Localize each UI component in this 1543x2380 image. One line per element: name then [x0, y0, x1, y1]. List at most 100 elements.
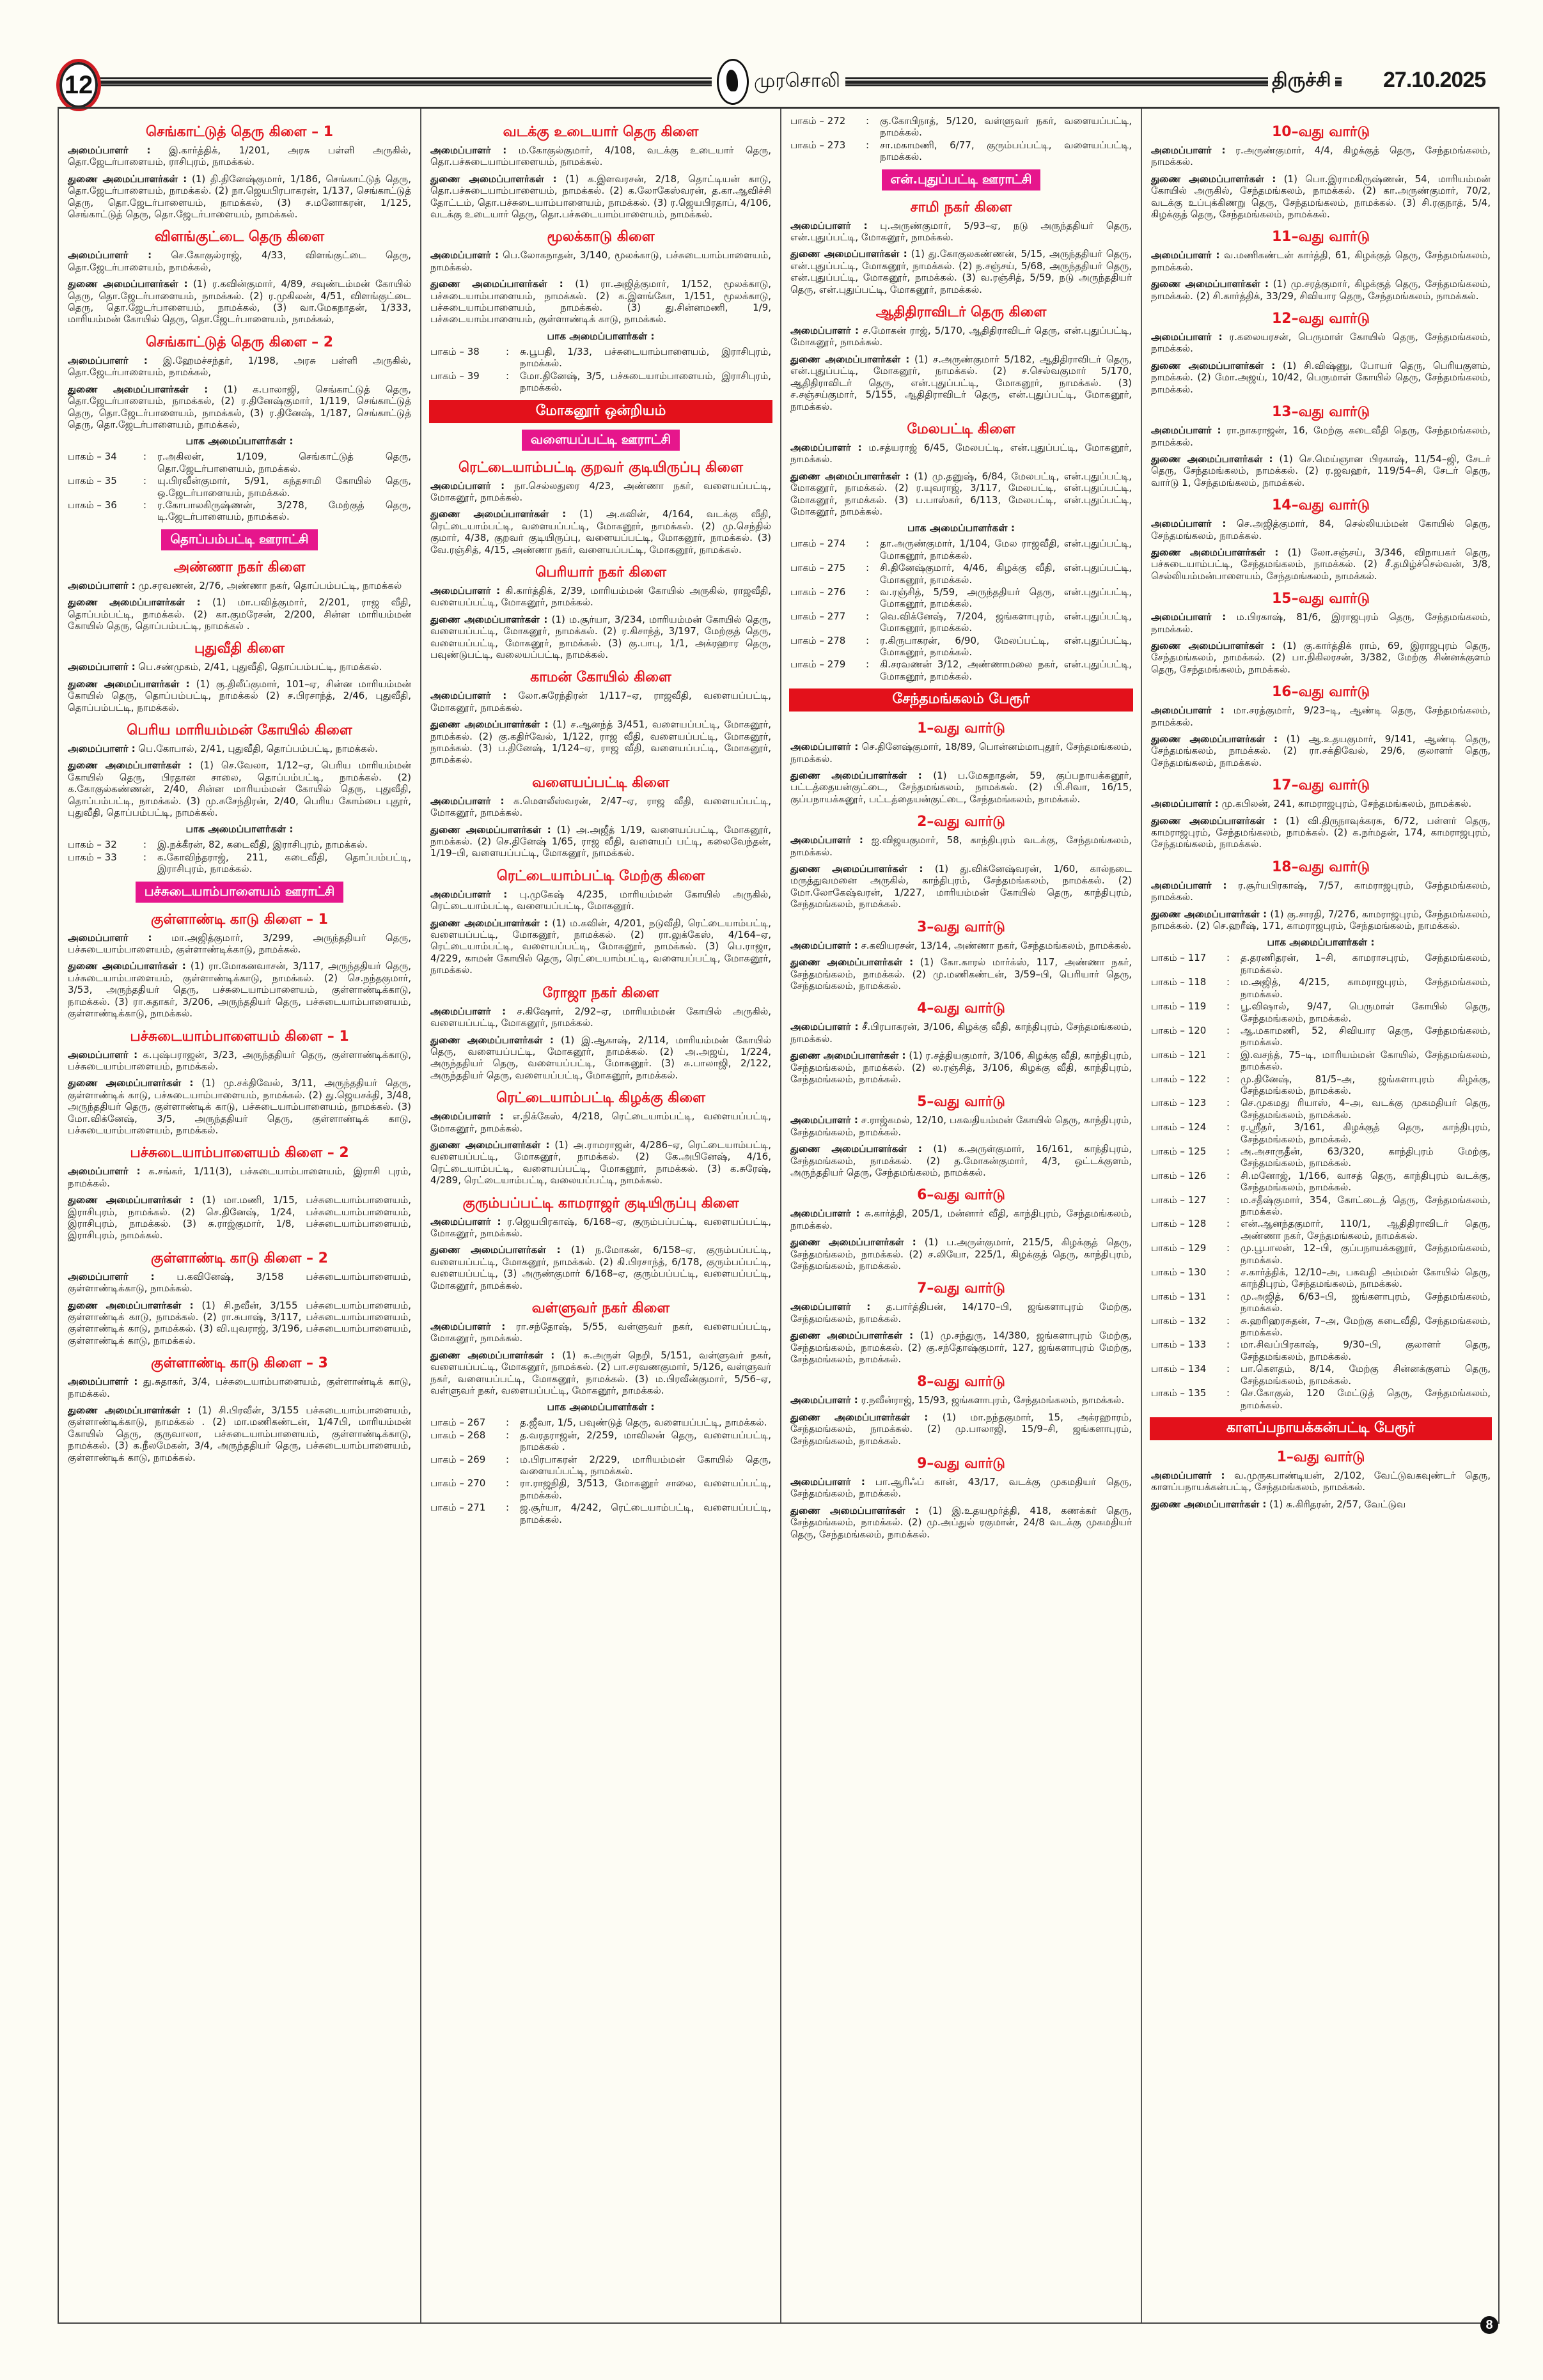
- entry-text: ரா.சந்தோஷ், 5/55, வள்ளுவர் நகர், வளையப்ப…: [430, 1321, 771, 1344]
- booth-number: பாகம் – 273: [790, 139, 846, 151]
- branch-heading: 18–வது வார்டு: [1271, 859, 1370, 875]
- deputy-organizers-entry: துணை அமைப்பாளர்கள் : (1) மு.தனுஷ், 6/84,…: [790, 471, 1132, 518]
- booth-colon: :: [866, 610, 870, 622]
- entry-text: க.புஷ்பராஜன், 3/23, அருந்ததியர் தெரு, கு…: [68, 1048, 411, 1072]
- entry-label: அமைப்பாளர் :: [430, 888, 508, 900]
- entry-text: (1) க.பாலாஜி, செங்காட்டுத் தெரு, தொ.ஜேடர…: [68, 383, 411, 430]
- entry-label: அமைப்பாளர் :: [790, 741, 859, 753]
- organizer-entry: அமைப்பாளர் : ரா.சந்தோஷ், 5/55, வள்ளுவர் …: [430, 1321, 771, 1344]
- booth-number: பாகம் – 38: [430, 345, 480, 357]
- booth-organizer: ம.அஜித், 4/215, காமராஜபுரம், சேந்தமங்கலம…: [1241, 976, 1491, 1000]
- entry-text: செ.கோகுல்ராஜ், 4/33, விளங்குட்டை தெரு, த…: [68, 249, 411, 273]
- booth-number: பாகம் – 134: [1151, 1363, 1207, 1375]
- entry-text: (1) தி.தினேஷ்குமார், 1/186, செங்காட்டுத்…: [68, 173, 411, 221]
- booth-organizer: மு.அஜித், 6/63–பி, ஜங்களாபுரம், சேந்தமங்…: [1241, 1290, 1491, 1314]
- booth-organizer: சா.மகாமணி, 6/77, குரும்பப்பட்டி, வளையப்ப…: [880, 139, 1132, 163]
- booth-number: பாகம் – 272: [790, 115, 846, 127]
- booth-row: பாகம் – 270: ரா.ராஜநிதி, 3/513, மோகனூர் ச…: [430, 1477, 771, 1501]
- branch-heading: காமன் கோயில் கிளை: [530, 669, 671, 686]
- organizer-entry: அமைப்பாளர் : ஐ.விஜயகுமார், 58, காந்திபுர…: [790, 834, 1132, 858]
- booth-colon: :: [1226, 1121, 1230, 1133]
- booth-number: பாகம் – 122: [1151, 1073, 1207, 1085]
- booth-number: பாகம் – 36: [68, 499, 117, 511]
- organizer-entry: அமைப்பாளர் : ர.கலையரசன், பெருமாள் கோயில்…: [1151, 331, 1491, 355]
- booth-number: பாகம் – 277: [790, 610, 846, 622]
- booth-organizer: மா.சிவப்பிரகாஷ், 9/30–பி, குலாளர் தெரு, …: [1241, 1339, 1491, 1362]
- deputy-organizers-entry: துணை அமைப்பாளர்கள் : (1) அ.அஜீத் 1/19, வ…: [430, 824, 771, 859]
- organizer-entry: அமைப்பாளர் : மு.கபிலன், 241, காமராஜபுரம்…: [1151, 798, 1491, 809]
- entry-text: க.மௌலீஸ்வரன், 2/47–ஏ, ராஜ வீதி, வளையப்பட…: [430, 795, 771, 819]
- branch-heading: 6–வது வார்டு: [917, 1187, 1005, 1204]
- entry-text: (1) க.அருள்குமார், 16/161, காந்திபுரம், …: [790, 1143, 1132, 1178]
- entry-label: துணை அமைப்பாளர்கள் :: [430, 1244, 561, 1256]
- deputy-organizers-entry: துணை அமைப்பாளர்கள் : (1) கு.திலீப்குமார்…: [68, 678, 411, 713]
- booth-number: பாகம் – 127: [1151, 1194, 1207, 1206]
- booth-number: பாகம் – 33: [68, 851, 117, 863]
- organizer-entry: அமைப்பாளர் : மு.சரவணன், 2/76, அண்ணா நகர்…: [68, 580, 411, 591]
- booth-organizer: த.வரதராஜன், 2/259, மாவிலன் தெரு, வளையப்ப…: [520, 1429, 771, 1453]
- organizer-entry: அமைப்பாளர் : து.சுதாகர், 3/4, பச்சுடையாம…: [68, 1376, 411, 1399]
- booth-colon: :: [506, 345, 510, 357]
- booth-organizer: ரா.ராஜநிதி, 3/513, மோகனூர் சாலை, வளையப்ப…: [520, 1477, 771, 1501]
- entry-text: ர.ஜெயபிரகாஷ், 6/168–ஏ, குரும்பப்பட்டி, வ…: [430, 1215, 771, 1239]
- booth-number: பாகம் – 126: [1151, 1169, 1207, 1181]
- entry-label: துணை அமைப்பாளர்கள் :: [790, 1504, 920, 1516]
- entry-text: ச.ராஜ்கமல், 12/10, பகவதியம்மன் கோயில் தெ…: [790, 1114, 1132, 1138]
- entry-label: அமைப்பாளர் :: [1151, 879, 1227, 891]
- booth-row: பாகம் – 132: சு.ஹரிஹரசுதன், 7–அ, மேற்கு க…: [1151, 1315, 1491, 1339]
- booth-number: பாகம் – 267: [430, 1417, 486, 1429]
- booth-number: பாகம் – 133: [1151, 1339, 1207, 1351]
- booth-number: பாகம் – 123: [1151, 1097, 1207, 1109]
- branch-heading: சாமி நகர் கிளை: [910, 199, 1012, 215]
- section-band: காளப்பநாயக்கன்பட்டி பேரூர்: [1150, 1417, 1492, 1440]
- booth-row: பாகம் – 119: பூ.விஷால், 9/47, பெருமாள் கோ…: [1151, 1000, 1491, 1024]
- entry-label: அமைப்பாளர் :: [430, 479, 505, 492]
- booth-organizer: த.தரணிதரன், 1–சி, காமராசபுரம், சேந்தமங்க…: [1241, 952, 1491, 976]
- organizer-entry: அமைப்பாளர் : மா.அஜித்குமார், 3/299, அருந…: [68, 932, 411, 956]
- entry-text: (1) சு.அருள் நெறி, 5/151, வள்ளுவர் நகர்,…: [430, 1349, 771, 1397]
- organizer-entry: அமைப்பாளர் : பா.ஆரிஃப் கான், 43/17, வடக்…: [790, 1476, 1132, 1500]
- entry-text: (1) ர.கவின்குமார், 4/89, சவுண்டம்மன் கோய…: [68, 278, 411, 325]
- booth-colon: :: [1226, 1242, 1230, 1254]
- column-1: செங்காட்டுத் தெரு கிளை – 1 அமைப்பாளர் : இ…: [59, 109, 420, 2322]
- entry-label: அமைப்பாளர் :: [430, 144, 507, 156]
- entry-text: பெ.சண்முகம், 2/41, புதுவீதி, தொப்பம்பட்ட…: [138, 661, 382, 673]
- entry-label: துணை அமைப்பாளர்கள் :: [1151, 1498, 1267, 1510]
- booth-row: பாகம் – 36: ர.கோபாலகிருஷ்ணன், 3/278, மேற்…: [68, 499, 411, 523]
- organizer-entry: அமைப்பாளர் : மா.சரத்குமார், 9/23–டி, ஆண்…: [1151, 704, 1491, 728]
- organizer-entry: அமைப்பாளர் : இ.ஹேமச்சந்தர், 1/198, அரசு …: [68, 355, 411, 378]
- entry-text: க.சங்கர், 1/11(3), பச்சுடையாம்பாளையம், இ…: [68, 1165, 411, 1189]
- deputy-organizers-entry: துணை அமைப்பாளர்கள் : (1) கோ.காரல் மார்க்…: [790, 956, 1132, 992]
- booth-row: பாகம் – 273: சா.மகாமணி, 6/77, குரும்பப்பட…: [790, 139, 1132, 163]
- header-rule-left: [98, 77, 712, 86]
- entry-label: துணை அமைப்பாளர்கள் :: [1151, 733, 1278, 745]
- organizer-entry: அமைப்பாளர் : கி.கார்த்திக், 2/39, மாரியம…: [430, 585, 771, 609]
- entry-label: துணை அமைப்பாளர்கள் :: [68, 1299, 194, 1311]
- booth-row: பாகம் – 122: மு.தினேஷ், 81/5–அ, ஜங்களாபுர…: [1151, 1073, 1491, 1097]
- entry-text: மா.சரத்குமார், 9/23–டி, ஆண்டி தெரு, சேந்…: [1151, 704, 1491, 728]
- booth-colon: :: [1226, 1097, 1230, 1109]
- entry-text: த.பார்த்திபன், 14/170–பி, ஜங்களாபுரம் மே…: [790, 1301, 1132, 1325]
- entry-label: அமைப்பாளர் :: [790, 325, 859, 337]
- entry-label: அமைப்பாளர் :: [68, 354, 148, 366]
- booth-number: பாகம் – 34: [68, 451, 117, 463]
- panchayat-label: பச்சுடையாம்பாளையம் ஊராட்சி: [135, 881, 344, 903]
- deputy-organizers-entry: துணை அமைப்பாளர்கள் : (1) க.அருள்குமார், …: [790, 1143, 1132, 1178]
- entry-label: துணை அமைப்பாளர்கள் :: [430, 508, 567, 520]
- booth-row: பாகம் – 135: செ.கோகுல், 120 மேட்டுத் தெரு…: [1151, 1387, 1491, 1411]
- entry-text: (1) ம.சூர்யா, 3/234, மாரியம்மன் கோயில் த…: [430, 613, 771, 660]
- entry-text: பா.ஆரிஃப் கான், 43/17, வடக்கு முகமதியர் …: [790, 1476, 1132, 1500]
- branch-heading: குரும்பப்பட்டி காமராஜர் குடியிருப்பு கிள…: [462, 1195, 739, 1211]
- booth-organizer: தா.அருண்குமார், 1/104, மேல ராஜவீதி, என்.…: [880, 538, 1132, 561]
- entry-label: அமைப்பாளர் :: [790, 1301, 871, 1313]
- entry-text: ரா.நாகராஜன், 16, மேற்கு கடைவீதி தெரு, சே…: [1151, 424, 1491, 448]
- booth-colon: :: [1226, 1290, 1230, 1302]
- booth-colon: :: [866, 586, 870, 598]
- entry-label: துணை அமைப்பாளர்கள் :: [1151, 546, 1279, 558]
- entry-text: (1) லோ.சஞ்சய், 3/346, விநாயகர் தெரு, பச்…: [1151, 546, 1491, 582]
- entry-label: துணை அமைப்பாளர்கள் :: [68, 383, 208, 395]
- booth-organizer: ம.பிரபாகரன் 2/229, மாரியம்மன் கோயில் தெர…: [520, 1453, 771, 1477]
- column-3: பாகம் – 272: கு.கோபிநாத், 5/120, வள்ளுவர்…: [780, 109, 1141, 2322]
- booth-colon: :: [1226, 952, 1230, 964]
- deputy-organizers-entry: துணை அமைப்பாளர்கள் : (1) கு.கார்த்திக் ர…: [1151, 640, 1491, 675]
